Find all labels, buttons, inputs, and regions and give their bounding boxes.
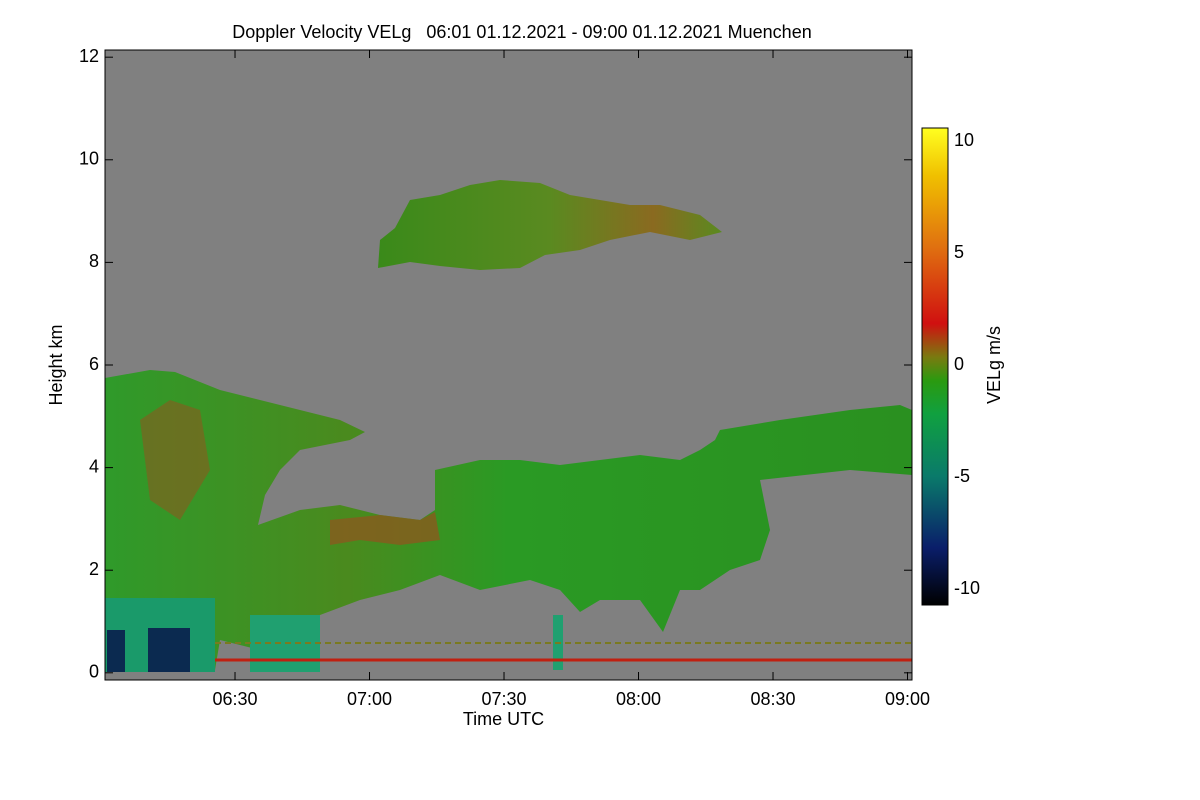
y-tick-label: 12 (79, 46, 99, 66)
colorbar-tick-label: 0 (954, 354, 964, 374)
reddish-band (330, 512, 440, 545)
y-tick-label: 8 (89, 251, 99, 271)
x-axis-label: Time UTC (463, 709, 544, 729)
reddish-streak (140, 400, 210, 520)
y-tick-label: 2 (89, 559, 99, 579)
y-axis-label: Height km (46, 324, 66, 405)
y-tick-label: 10 (79, 149, 99, 169)
x-tick-label: 07:00 (347, 689, 392, 709)
upper-cloud (378, 180, 722, 270)
lower-cloud (105, 370, 912, 670)
y-tick-label: 6 (89, 354, 99, 374)
near-surface-echo (107, 630, 125, 672)
colorbar-label: VELg m/s (984, 326, 1004, 404)
chart-title: Doppler Velocity VELg 06:01 01.12.2021 -… (232, 22, 811, 42)
x-tick-label: 06:30 (212, 689, 257, 709)
y-tick-label: 0 (89, 662, 99, 682)
x-tick-label: 08:00 (616, 689, 661, 709)
axes: 0 2 4 6 8 10 12 06:30 07:00 07:30 08:00 08:30 09:00 T… (46, 46, 1004, 729)
colorbar-tick-label: 10 (954, 130, 974, 150)
x-tick-label: 07:30 (481, 689, 526, 709)
colorbar-gradient (921, 127, 949, 606)
colorbar-tick-label: 5 (954, 242, 964, 262)
near-surface-echo (148, 628, 190, 672)
y-tick-label: 4 (89, 456, 99, 476)
plot-area (104, 49, 913, 681)
colorbar (921, 127, 949, 606)
colorbar-tick-label: -10 (954, 578, 980, 598)
colorbar-tick-label: -5 (954, 466, 970, 486)
x-tick-label: 08:30 (750, 689, 795, 709)
x-tick-label: 09:00 (885, 689, 930, 709)
